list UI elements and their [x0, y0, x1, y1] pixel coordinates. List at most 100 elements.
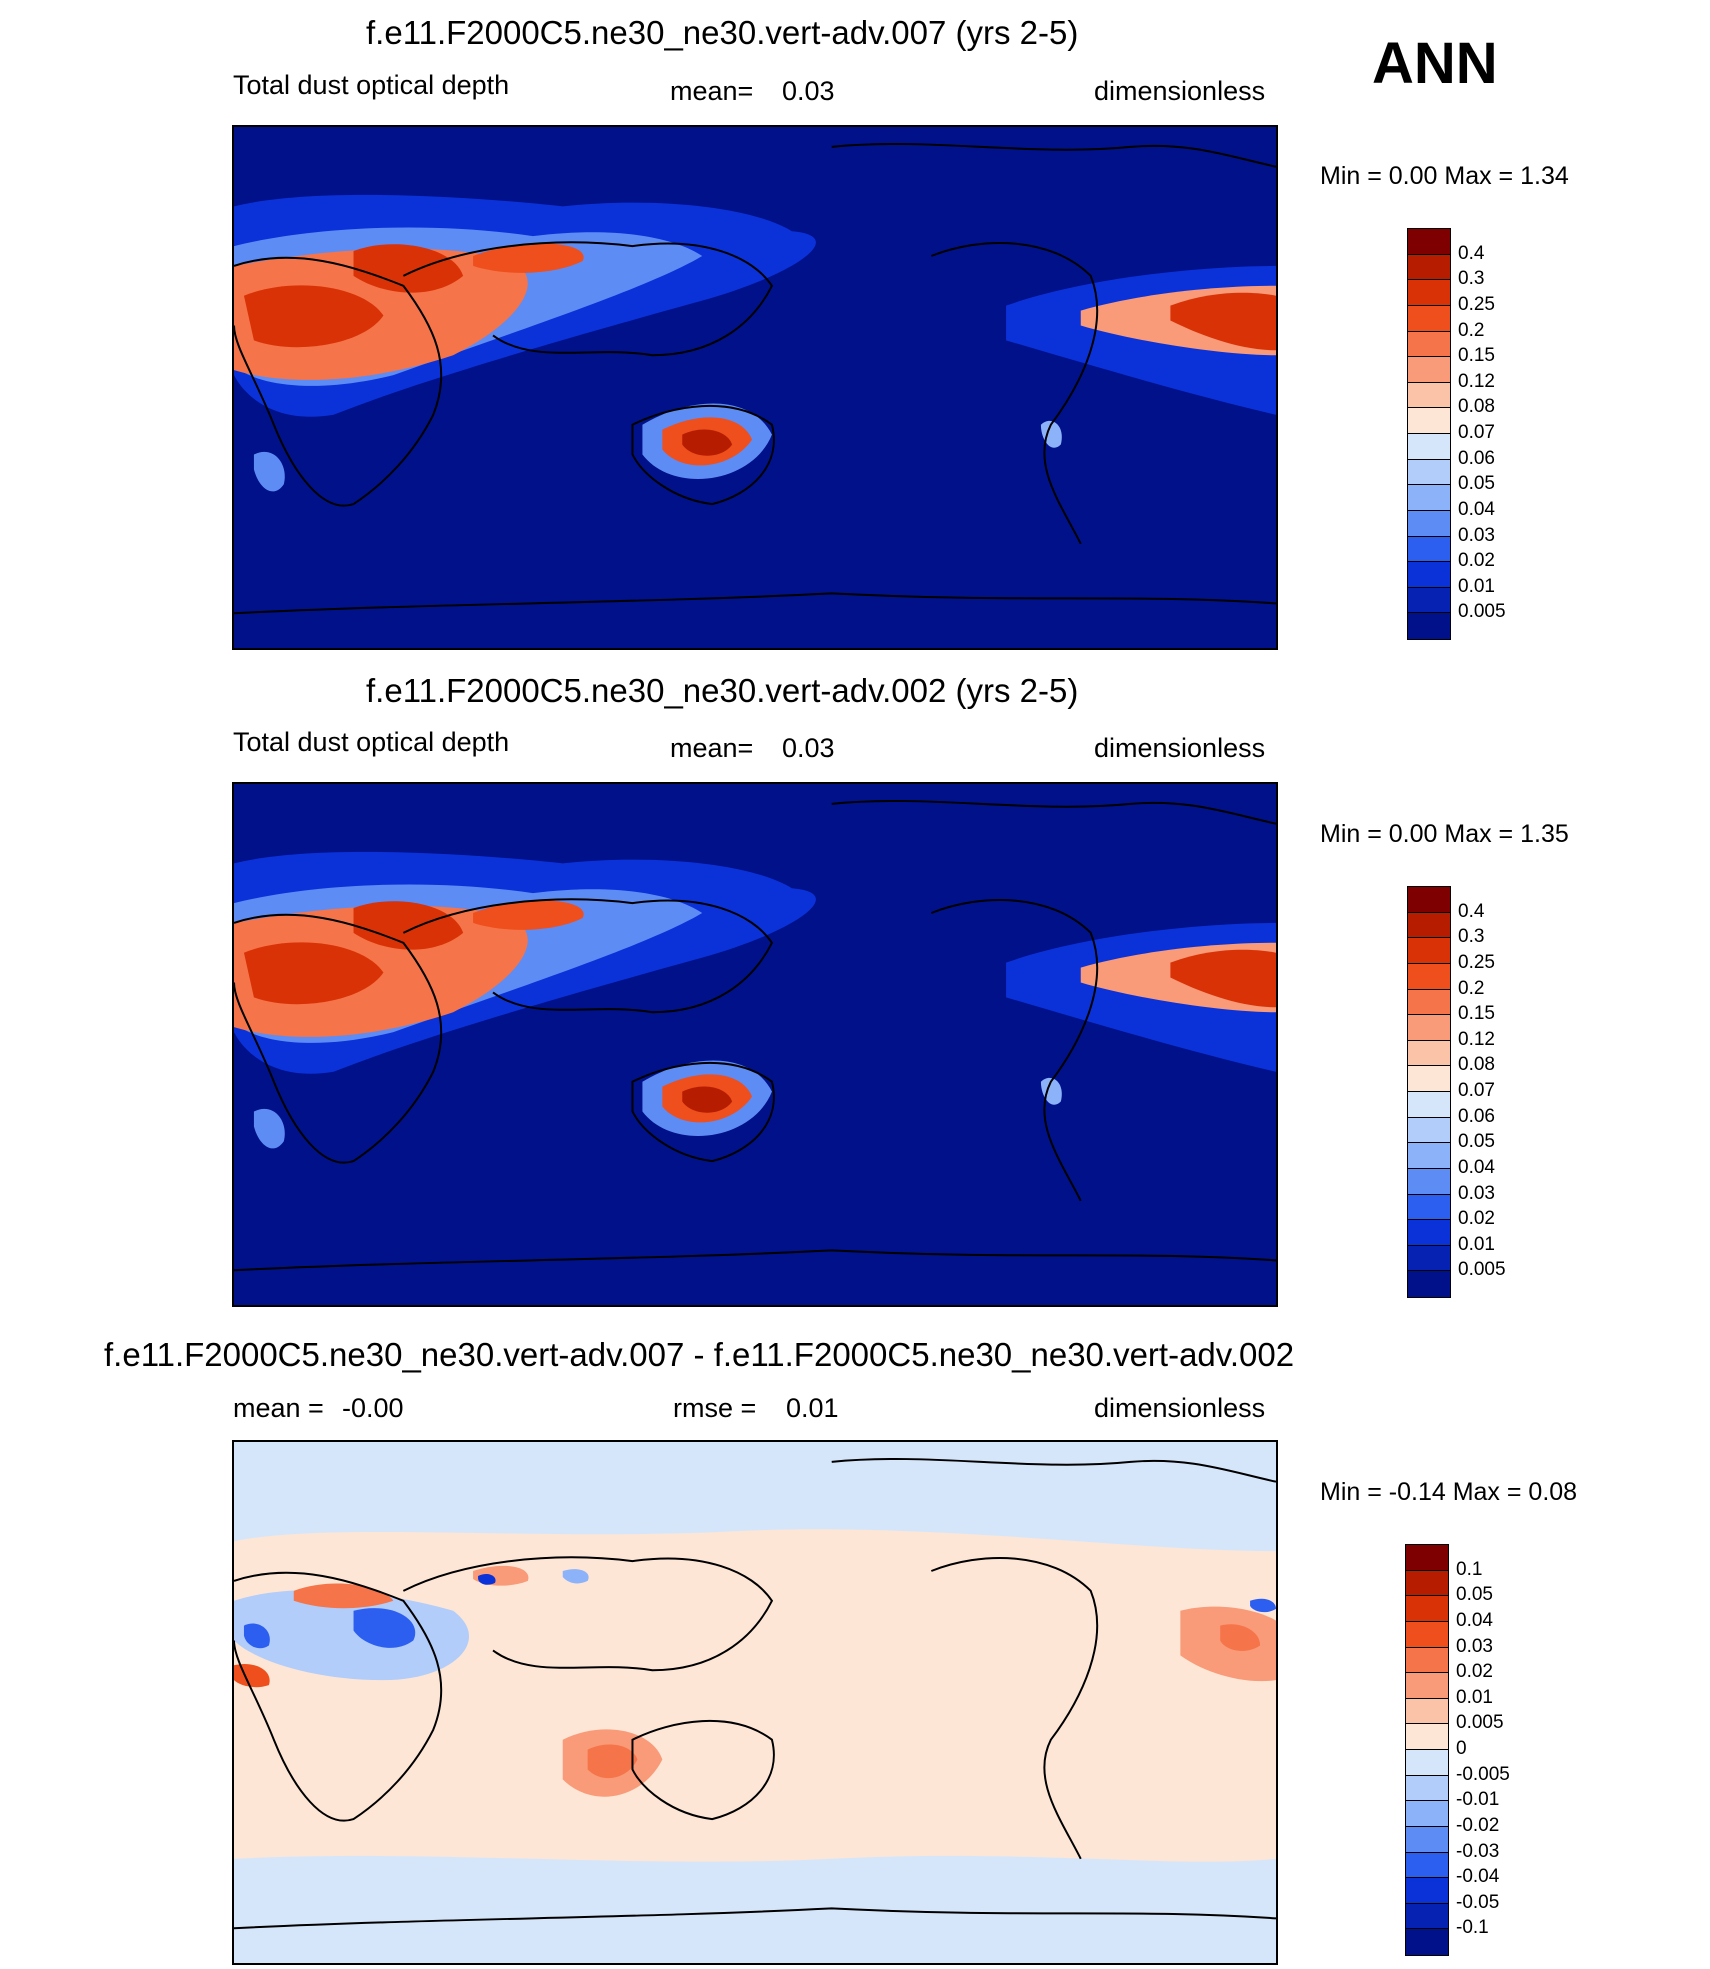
difference-regions: [234, 1442, 1276, 1963]
colorbar-swatch: [1406, 1826, 1448, 1853]
coastlines: [234, 142, 1276, 615]
colorbar-level-label: 0.25: [1458, 951, 1495, 973]
colorbar-swatch: [1408, 1143, 1450, 1169]
colorbar-swatch: [1406, 1775, 1448, 1802]
colorbar-level-label: 0.4: [1458, 900, 1485, 922]
colorbar-swatch: [1408, 1040, 1450, 1067]
colorbar-swatch: [1406, 1698, 1448, 1725]
colorbar-swatch: [1408, 912, 1450, 939]
colorbar-swatch: [1408, 510, 1450, 537]
colorbar-level-label: 0.08: [1458, 396, 1495, 418]
colorbar-level-label: 0.08: [1458, 1054, 1495, 1076]
panel3-minmax: Min = -0.14 Max = 0.08: [1320, 1478, 1578, 1506]
colorbar-swatch: [1408, 963, 1450, 990]
colorbar-swatch: [1408, 613, 1450, 639]
colorbar-swatch: [1408, 1015, 1450, 1041]
colorbar-swatch: [1408, 1194, 1450, 1221]
colorbar-swatch: [1408, 1220, 1450, 1246]
colorbar-swatch: [1406, 1852, 1448, 1879]
colorbar-level-label: 0.04: [1456, 1609, 1493, 1631]
panel1-units: dimensionless: [1094, 76, 1266, 106]
colorbar-swatch: [1408, 587, 1450, 614]
colorbar-level-label: 0.25: [1458, 293, 1495, 315]
panel3-map: [232, 1440, 1278, 1965]
colorbar-swatch: [1408, 357, 1450, 383]
colorbar-swatch: [1408, 280, 1450, 306]
colorbar-level-label: -0.01: [1456, 1789, 1500, 1811]
colorbar-swatch: [1406, 1929, 1448, 1955]
colorbar-swatch: [1408, 408, 1450, 434]
colorbar-swatch: [1406, 1647, 1448, 1674]
colorbar-swatch: [1408, 938, 1450, 964]
colorbar-level-label: 0.02: [1458, 1208, 1495, 1230]
colorbar-swatch: [1408, 382, 1450, 409]
colorbar-level-label: 0.2: [1458, 977, 1485, 999]
colorbar-level-label: -0.04: [1456, 1866, 1500, 1888]
colorbar-level-label: 0.04: [1458, 498, 1495, 520]
colorbar-level-label: 0.07: [1458, 1080, 1495, 1101]
panel3-colorbar: [1405, 1544, 1449, 1956]
colorbar-swatch: [1406, 1596, 1448, 1622]
colorbar-level-label: -0.1: [1456, 1917, 1489, 1939]
panel3-rmse-label: rmse =: [673, 1393, 757, 1423]
colorbar-level-label: 0.12: [1458, 370, 1495, 392]
colorbar-level-label: 0.03: [1458, 524, 1495, 546]
colorbar-level-label: 0.04: [1458, 1156, 1495, 1178]
colorbar-level-label: 0.005: [1458, 1259, 1506, 1281]
colorbar-level-label: 0.05: [1456, 1584, 1493, 1606]
panel1-mean-value: 0.03: [782, 76, 835, 106]
panel1-minmax: Min = 0.00 Max = 1.34: [1320, 162, 1569, 190]
colorbar-level-label: 0.01: [1458, 1233, 1495, 1255]
colorbar-level-label: 0: [1456, 1738, 1467, 1759]
colorbar-swatch: [1408, 331, 1450, 358]
colorbar-swatch: [1406, 1750, 1448, 1776]
colorbar-swatch: [1408, 1168, 1450, 1195]
coastlines: [234, 799, 1276, 1272]
panel1-map: [232, 125, 1278, 650]
panel1-dust-field: [234, 127, 1276, 648]
panel2-map: [232, 782, 1278, 1307]
colorbar-swatch: [1408, 1092, 1450, 1118]
colorbar-level-label: 0.02: [1456, 1661, 1493, 1683]
colorbar-level-label: 0.15: [1458, 1003, 1495, 1025]
panel2-title: f.e11.F2000C5.ne30_ne30.vert-adv.002 (yr…: [366, 672, 1079, 709]
colorbar-swatch: [1408, 1066, 1450, 1092]
colorbar-swatch: [1408, 887, 1450, 913]
colorbar-swatch: [1408, 1271, 1450, 1297]
panel1-mean-label: mean=: [670, 76, 754, 106]
colorbar-level-label: 0.06: [1458, 1105, 1495, 1127]
colorbar-level-label: 0.02: [1458, 550, 1495, 572]
panel3-difference-field: [234, 1442, 1276, 1963]
panel3-rmse-value: 0.01: [786, 1393, 839, 1423]
colorbar-swatch: [1406, 1801, 1448, 1827]
panel3-mean-label: mean =: [233, 1393, 324, 1423]
colorbar-level-label: 0.005: [1458, 601, 1506, 623]
panel2-mean-label: mean=: [670, 733, 754, 763]
coastlines: [234, 1457, 1276, 1930]
colorbar-swatch: [1408, 1117, 1450, 1144]
colorbar-swatch: [1408, 536, 1450, 563]
colorbar-swatch: [1408, 229, 1450, 255]
colorbar-swatch: [1408, 989, 1450, 1016]
colorbar-level-label: -0.03: [1456, 1840, 1500, 1862]
colorbar-swatch: [1406, 1903, 1448, 1930]
colorbar-swatch: [1408, 305, 1450, 332]
colorbar-level-label: 0.03: [1458, 1182, 1495, 1204]
colorbar-level-label: 0.15: [1458, 345, 1495, 367]
panel3-title: f.e11.F2000C5.ne30_ne30.vert-adv.007 - f…: [104, 1336, 1295, 1373]
colorbar-swatch: [1408, 485, 1450, 511]
colorbar-level-label: 0.005: [1456, 1712, 1504, 1734]
colorbar-swatch: [1406, 1673, 1448, 1699]
panel2-minmax: Min = 0.00 Max = 1.35: [1320, 820, 1569, 848]
colorbar-level-label: 0.2: [1458, 319, 1485, 341]
colorbar-level-label: 0.05: [1458, 1131, 1495, 1153]
colorbar-swatch: [1406, 1545, 1448, 1571]
season-label: ANN: [1372, 31, 1498, 96]
colorbar-level-label: 0.12: [1458, 1028, 1495, 1050]
colorbar-level-label: -0.005: [1456, 1763, 1510, 1785]
panel3-mean-value: -0.00: [342, 1393, 404, 1423]
colorbar-level-label: 0.3: [1458, 268, 1485, 290]
colorbar-level-label: 0.05: [1458, 473, 1495, 495]
panel1-title: f.e11.F2000C5.ne30_ne30.vert-adv.007 (yr…: [366, 14, 1079, 51]
colorbar-swatch: [1408, 1245, 1450, 1272]
